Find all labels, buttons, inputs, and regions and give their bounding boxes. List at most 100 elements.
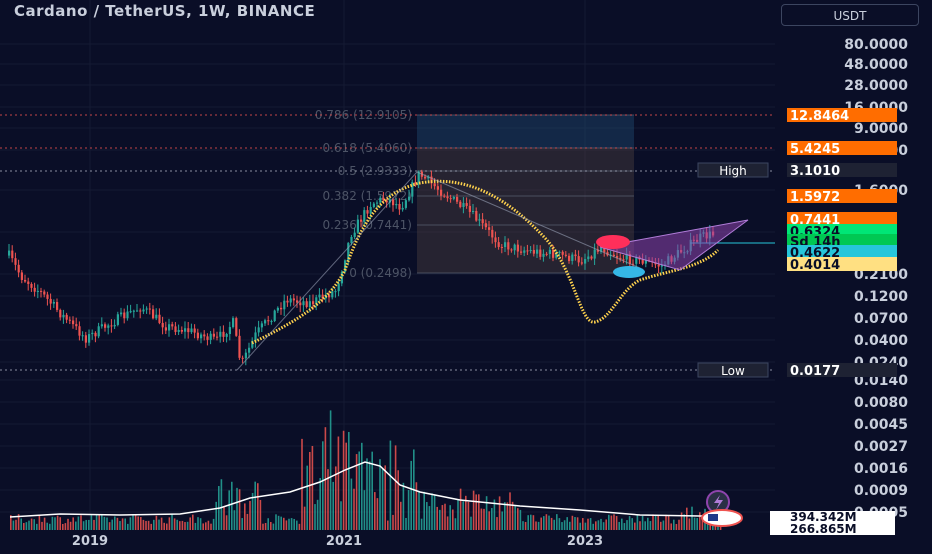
candle-body [488,227,491,230]
volume-bar [550,517,553,530]
volume-bar [621,518,623,530]
volume-bar [452,509,454,530]
candle-body [600,247,603,252]
volume-bar [647,517,649,530]
candle-body [433,183,436,187]
candle-body [436,186,439,190]
candle-body [78,326,81,336]
volume-bar [535,521,537,530]
candle-body [632,263,635,265]
candle-body [222,331,225,337]
volume-bar [129,517,132,530]
volume-bar [124,518,126,530]
volume-bar [150,523,152,530]
candle-body [440,189,443,196]
volume-bar [101,514,103,530]
candle-body [532,250,535,254]
volume-bar [686,507,688,530]
volume-bar [639,521,641,530]
candle-body [491,229,494,238]
volume-bar [584,522,587,530]
volume-bar [228,490,230,530]
volume-bar [215,501,217,530]
volume-bar [160,517,163,530]
volume-bar [537,521,540,530]
candle-body [414,182,417,185]
candle-body [587,256,590,260]
volume-bar [426,502,428,530]
candle-body [404,200,407,208]
candle-body [193,328,196,333]
volume-bar [184,522,186,530]
candle-body [267,320,270,322]
candle-body [625,253,628,260]
candle-body [328,294,331,298]
volume-bar [355,454,358,530]
candle-body [129,311,132,313]
price-label: 0.0177 [790,364,840,379]
volume-bar [387,520,389,530]
volume-bar [418,491,420,530]
volume-bar [75,521,77,530]
volume-bar [441,505,444,530]
candle-body [443,195,446,197]
volume-bar [553,519,555,530]
volume-bar [644,521,646,530]
dotted-curve [251,179,720,345]
fib-label: 0.786 (12.9105) [315,108,412,122]
volume-bar [472,490,475,530]
volume-bar [207,520,210,530]
candle-body [196,332,199,339]
fib-label: 0.236 (0.7441) [322,218,412,232]
volume-bar [600,518,602,530]
candle-body [62,314,65,318]
candle-body [318,294,321,298]
candle-body [350,236,353,244]
candle-body [475,210,478,221]
volume-bar [340,501,342,530]
volume-bar [631,518,633,530]
candle-body [72,320,75,325]
price-tick: 80.0000 [844,37,908,53]
candle-body [59,309,62,318]
volume-bar [103,516,106,530]
volume-bar [241,518,243,530]
volume-bar [82,521,85,530]
candle-body [555,252,558,258]
volume-bar [691,506,693,530]
candle-body [356,219,359,233]
candle-body [228,327,231,334]
volume-ma-line [9,461,741,518]
volume-bar [506,502,509,530]
volume-bar [259,499,262,530]
volume-bar [649,521,652,530]
time-axis[interactable]: 2019 2021 2023 [72,534,603,549]
candle-body [513,244,516,251]
candle-body [100,324,103,327]
volume-bar [483,508,485,530]
price-label-box [787,189,897,203]
candle-body [312,301,315,305]
volume-bar [176,519,178,530]
candle-body [539,249,542,257]
candle-body [558,251,561,253]
volume-bar [28,520,30,530]
volume-bar [140,517,142,530]
time-tick: 2021 [326,534,362,549]
volume-bar [345,442,347,530]
volume-bar [540,517,542,530]
blue-marker [613,266,645,278]
volume-bar [25,522,28,530]
candle-body [225,333,228,337]
volume-label: 394.342M [790,510,857,524]
currency-button[interactable]: USDT [781,4,919,26]
volume-bar [142,519,145,530]
candle-body [580,262,583,264]
volume-bar [163,522,165,530]
volume-bar [457,499,459,530]
volume-bar [514,506,516,530]
candle-body [360,219,363,222]
price-label: 3.1010 [790,164,840,179]
volume-bar [363,490,366,530]
